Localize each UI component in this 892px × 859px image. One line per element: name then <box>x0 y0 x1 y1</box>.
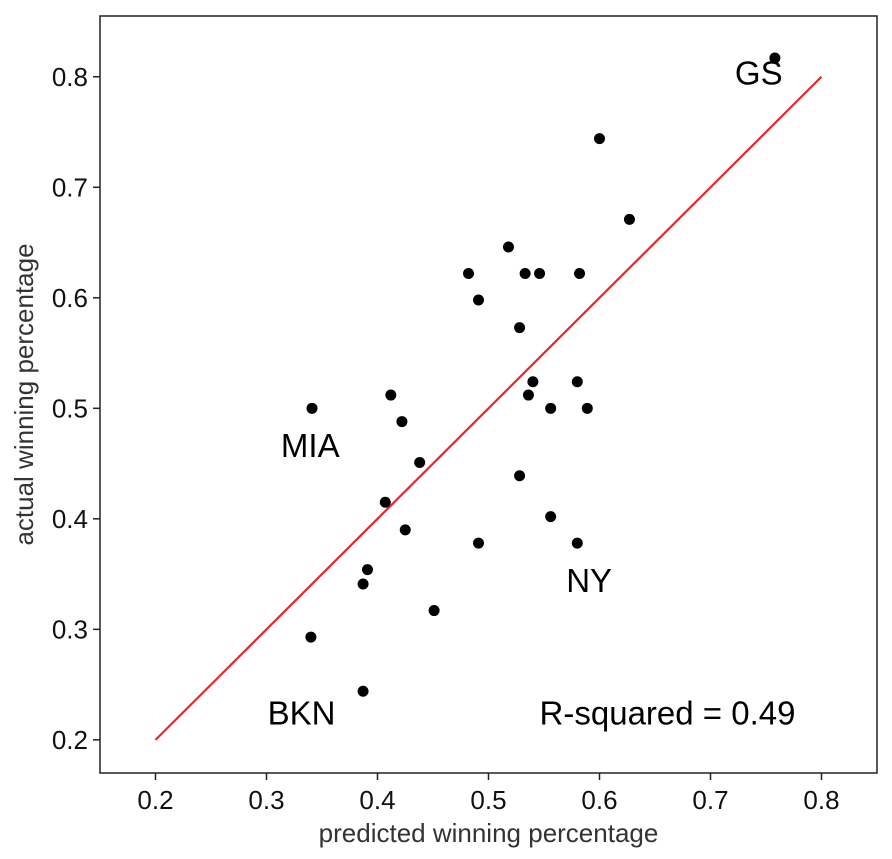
annotation-label: BKN <box>268 694 336 731</box>
data-point <box>519 267 531 279</box>
y-tick-label: 0.2 <box>52 725 88 755</box>
data-point <box>534 267 546 279</box>
data-point <box>545 511 557 523</box>
x-tick-label: 0.6 <box>581 785 617 815</box>
data-point <box>306 402 318 414</box>
y-tick-label: 0.7 <box>52 172 88 202</box>
data-point <box>305 631 317 643</box>
data-point <box>581 402 593 414</box>
annotation-label: GS <box>735 55 783 92</box>
data-point <box>522 389 534 401</box>
axis-ticks: 0.2 0.3 0.4 0.5 0.6 0.7 0.8 0.2 0.3 0.4 0.5 0.6 0.7 0… <box>52 62 840 815</box>
data-point <box>514 322 526 334</box>
annotation-label: MIA <box>281 427 340 464</box>
data-point <box>571 537 583 549</box>
plot-frame <box>99 15 878 774</box>
data-point <box>594 133 605 145</box>
data-point <box>574 267 586 279</box>
annotation-label: NY <box>566 562 612 599</box>
data-point <box>362 564 374 576</box>
y-tick-label: 0.3 <box>52 614 88 644</box>
data-point <box>357 578 369 590</box>
data-point <box>414 456 426 468</box>
reference-line <box>154 76 823 741</box>
x-axis-label: predicted winning percentage <box>319 818 659 848</box>
data-point <box>545 402 557 414</box>
y-axis-label: actual winning percentage <box>9 243 39 545</box>
data-point <box>463 267 475 279</box>
x-tick-label: 0.5 <box>470 785 506 815</box>
data-points <box>305 52 781 697</box>
x-tick-label: 0.2 <box>137 785 173 815</box>
annotation-label: R-squared = 0.49 <box>540 694 796 731</box>
data-point <box>399 524 411 536</box>
data-point <box>473 294 485 306</box>
y-tick-label: 0.4 <box>52 504 88 534</box>
x-tick-label: 0.4 <box>359 785 395 815</box>
x-tick-label: 0.7 <box>692 785 728 815</box>
x-tick-label: 0.3 <box>248 785 284 815</box>
data-point <box>396 416 408 428</box>
y-tick-label: 0.5 <box>52 393 88 423</box>
data-point <box>502 241 514 253</box>
y-tick-label: 0.8 <box>52 62 88 92</box>
data-point <box>527 376 539 388</box>
data-point <box>514 470 526 482</box>
annotations: GS MIA NY BKN R-squared = 0.49 <box>268 55 796 732</box>
data-point <box>623 213 635 225</box>
plot-area <box>99 15 878 774</box>
data-point <box>385 389 397 401</box>
data-point <box>769 52 781 64</box>
y-tick-label: 0.6 <box>52 283 88 313</box>
data-point <box>357 685 369 697</box>
data-point <box>473 537 485 549</box>
x-tick-label: 0.8 <box>803 785 839 815</box>
data-point <box>428 605 440 617</box>
data-point <box>379 496 391 508</box>
data-point <box>571 376 583 388</box>
